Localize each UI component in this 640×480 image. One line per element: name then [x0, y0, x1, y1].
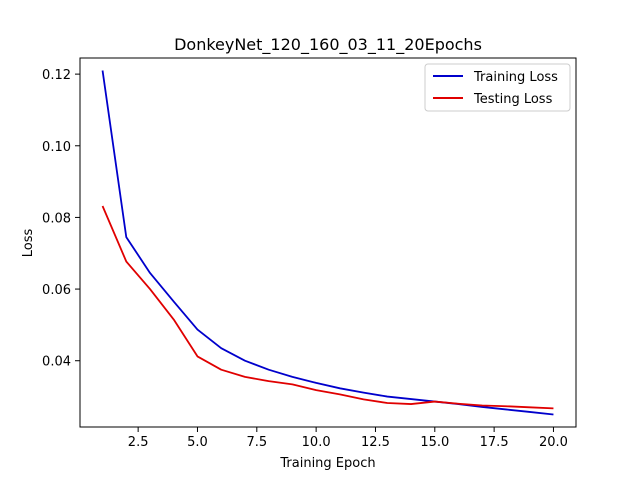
- y-tick-label: 0.04: [42, 355, 71, 370]
- legend-label-testing-loss: Testing Loss: [473, 92, 553, 107]
- series-line-training-loss: [101, 70, 554, 416]
- x-tick-label: 15.0: [420, 435, 449, 450]
- x-tick-label: 12.5: [361, 435, 390, 450]
- y-tick-label: 0.12: [42, 68, 71, 83]
- series-line-testing-loss: [101, 205, 554, 410]
- plot-area-frame: [79, 57, 577, 428]
- x-tick-label: 10.0: [302, 435, 331, 450]
- x-axis-label: Training Epoch: [279, 456, 375, 471]
- x-tick-label: 20.0: [539, 435, 568, 450]
- y-tick-label: 0.08: [42, 211, 71, 226]
- legend: Training Loss Testing Loss: [424, 63, 571, 112]
- x-tick-label: 2.5: [128, 435, 149, 450]
- x-tick-label: 5.0: [187, 435, 208, 450]
- chart-title: DonkeyNet_120_160_03_11_20Epochs: [174, 35, 482, 55]
- x-tick-label: 7.5: [246, 435, 267, 450]
- y-axis-ticks: 0.04 0.06 0.08 0.10 0.12: [42, 68, 80, 370]
- x-tick-label: 17.5: [480, 435, 509, 450]
- y-tick-label: 0.10: [42, 140, 71, 155]
- plot-lines: [101, 70, 554, 416]
- y-axis-label: Loss: [21, 229, 36, 258]
- legend-label-training-loss: Training Loss: [473, 70, 558, 85]
- y-tick-label: 0.06: [42, 283, 71, 298]
- x-axis-ticks: 2.5 5.0 7.5 10.0 12.5 15.0 17.5 20.0: [128, 427, 568, 450]
